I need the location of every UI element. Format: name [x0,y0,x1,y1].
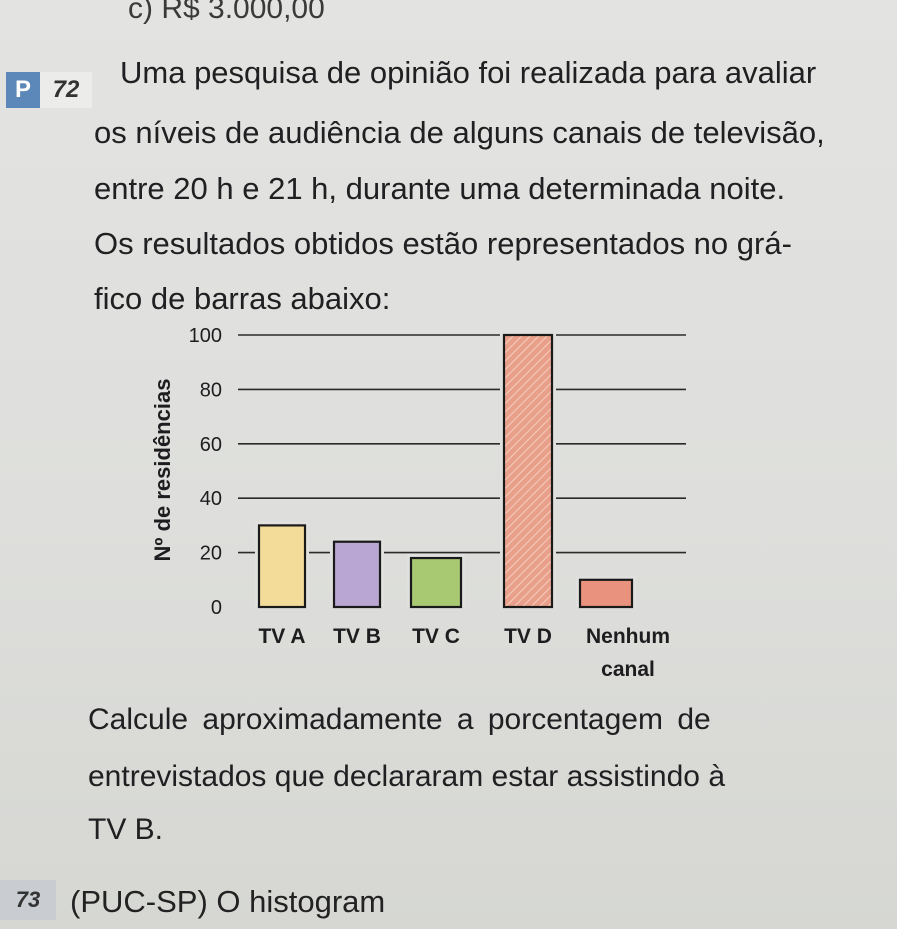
x-category-label-4: Nenhum [586,625,670,648]
x-category-label-0: TV A [258,625,305,648]
next-problem-text: (PUC-SP) O histogram [70,884,386,919]
problem-badge: P 72 [6,72,92,108]
y-axis-label: Nº de residências [150,379,175,562]
bar-nenhum-canal [578,578,634,609]
problem-text-line-4: Os resultados obtidos estão representado… [94,226,792,261]
problem-text-line-5: fico de barras abaixo: [94,281,391,316]
x-category-label-3: TV D [504,625,552,648]
question-line-1: Calcule aproximadamente a porcentagem de [88,703,711,736]
problem-text-line-1: Uma pesquisa de opinião foi realizada pa… [120,55,817,90]
y-tick-label-100: 100 [189,325,222,347]
y-tick-label-20: 20 [200,543,222,565]
previous-answer-option: c) R$ 3.000,00 [128,0,325,25]
y-tick-label-80: 80 [200,379,222,401]
bar-tv-d [502,333,554,609]
question-line-3: TV B. [88,813,164,846]
y-tick-label-60: 60 [200,434,222,456]
x-category-label-2: TV C [412,625,460,648]
bar-tv-a [257,524,307,609]
x-category-label-4-line2: canal [601,658,655,681]
problem-text-line-2: os níveis de audiência de alguns canais … [94,115,825,150]
next-problem-number: 73 [0,880,56,920]
problem-number: 72 [40,72,92,108]
problem-text-line-3: entre 20 h e 21 h, durante uma determina… [94,171,786,206]
bar-tv-c [409,556,463,609]
bar-tv-b [332,540,382,609]
question-line-2: entrevistados que declararam estar assis… [88,760,726,793]
y-tick-label-40: 40 [200,488,222,510]
y-tick-label-0: 0 [211,597,222,619]
problem-letter: P [6,72,40,108]
x-category-label-1: TV B [333,625,381,648]
